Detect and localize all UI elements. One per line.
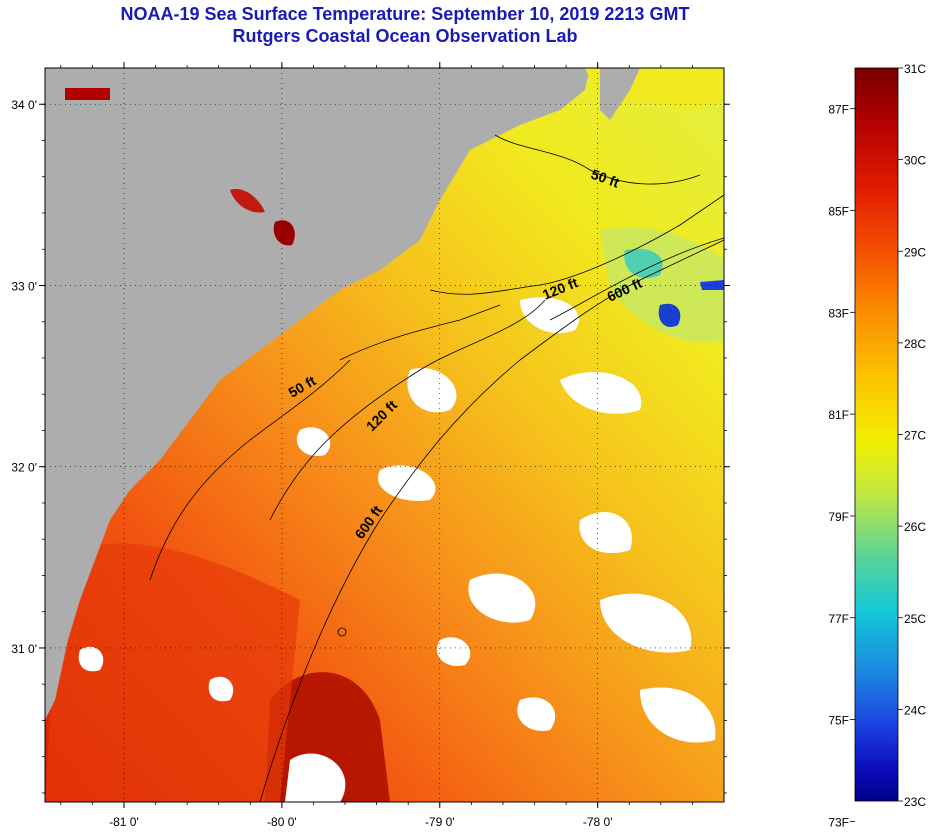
lat-tick-label: 33 0'	[11, 279, 37, 293]
inland-spot-2	[230, 189, 265, 213]
lake-marion	[273, 220, 295, 246]
celsius-label: 25C	[904, 612, 926, 626]
lon-tick-label: -79 0'	[425, 815, 455, 829]
lon-tick-label: -81 0'	[109, 815, 139, 829]
axis-tick-labels: 34 0' 33 0' 32 0' 31 0' -81 0' -80 0' -79 0' -7…	[11, 98, 612, 829]
celsius-label: 30C	[904, 154, 926, 168]
lat-tick-label: 34 0'	[11, 98, 37, 112]
cold-spot	[658, 303, 681, 328]
fahrenheit-label: 81F	[828, 408, 849, 422]
celsius-label: 31C	[904, 62, 926, 76]
fahrenheit-label: 77F	[828, 612, 849, 626]
colorbar-labels: 31C 30C 29C 28C 27C 26C 25C 24C 23C 87F 85F 83F 81F 7…	[828, 62, 926, 829]
fahrenheit-label: 79F	[828, 510, 849, 524]
fahrenheit-label: 73F	[828, 815, 849, 829]
colorbar	[854, 67, 899, 802]
cold-spot-2	[700, 280, 724, 290]
map-title: NOAA-19 Sea Surface Temperature: Septemb…	[120, 4, 690, 24]
colorbar-ticks	[850, 67, 903, 822]
map-area	[45, 68, 724, 802]
lon-tick-label: -80 0'	[267, 815, 297, 829]
celsius-label: 28C	[904, 337, 926, 351]
map-frame	[44, 67, 725, 803]
graticule	[39, 62, 730, 808]
celsius-label: 24C	[904, 703, 926, 717]
fahrenheit-label: 85F	[828, 205, 849, 219]
warm-nearshore	[45, 543, 300, 802]
bathymetry-contours	[149, 134, 724, 802]
land-ne	[600, 68, 640, 120]
celsius-label: 26C	[904, 520, 926, 534]
fahrenheit-label: 83F	[828, 306, 849, 320]
celsius-label: 27C	[904, 429, 926, 443]
lon-tick-label: -78 0'	[583, 815, 613, 829]
inland-warm-spot	[65, 88, 110, 100]
celsius-label: 29C	[904, 245, 926, 259]
map-subtitle: Rutgers Coastal Ocean Observation Lab	[232, 26, 578, 46]
lat-tick-label: 31 0'	[11, 642, 37, 656]
lat-tick-label: 32 0'	[11, 461, 37, 475]
fahrenheit-label: 75F	[828, 714, 849, 728]
cloud-gaps	[78, 297, 716, 802]
fahrenheit-label: 87F	[828, 103, 849, 117]
cool-eddy	[624, 248, 663, 279]
celsius-label: 23C	[904, 795, 926, 809]
land-mass	[45, 68, 590, 720]
